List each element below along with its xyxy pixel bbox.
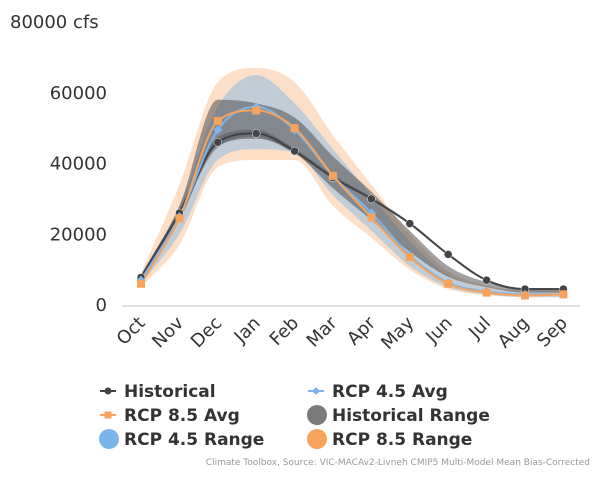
marker-rcp-8-5-avg-oct [137, 279, 145, 288]
legend-symbol-diamond-icon [312, 387, 320, 395]
legend-label: RCP 4.5 Range [124, 430, 264, 450]
x-tick-feb: Feb [266, 313, 303, 350]
marker-rcp-8-5-avg-nov [175, 214, 184, 223]
marker-rcp-8-5-avg-jun [444, 279, 453, 288]
y-tick-labels: 0 20000 40000 60000 80000 cfs [10, 12, 107, 316]
marker-historical-dec [213, 138, 223, 147]
legend-label: RCP 8.5 Range [332, 430, 472, 450]
series-markers [136, 102, 568, 300]
x-tick-dec: Dec [187, 313, 226, 352]
marker-rcp-4-5-avg-dec [213, 125, 223, 135]
x-tick-apr: Apr [343, 312, 380, 349]
y-tick-20000: 20000 [50, 224, 107, 245]
legend-item-historical-range[interactable]: Historical Range [307, 405, 490, 426]
legend[interactable]: Historical RCP 4.5 Avg RCP 8.5 Avg Historic… [99, 382, 490, 450]
x-tick-sep: Sep [533, 313, 572, 352]
y-tick-0: 0 [96, 295, 107, 316]
x-tick-jun: Jun [421, 313, 456, 348]
marker-historical-jun [443, 250, 453, 259]
legend-label: RCP 8.5 Avg [124, 406, 240, 426]
marker-rcp-8-5-avg-dec [213, 117, 222, 126]
marker-rcp-8-5-avg-jul [482, 288, 491, 297]
marker-rcp-8-5-avg-feb [290, 124, 299, 133]
marker-rcp-8-5-avg-jan [252, 106, 261, 115]
x-tick-jul: Jul [464, 313, 495, 344]
x-tick-may: May [377, 312, 418, 353]
x-tick-oct: Oct [113, 313, 150, 350]
y-tick-40000: 40000 [50, 154, 107, 175]
marker-historical-may [405, 219, 415, 228]
x-tick-nov: Nov [148, 312, 188, 352]
marker-rcp-8-5-avg-sep [559, 290, 568, 299]
legend-item-historical[interactable]: Historical [100, 382, 216, 402]
y-tick-60000: 60000 [50, 83, 107, 104]
marker-rcp-8-5-avg-apr [367, 213, 376, 222]
credit-text[interactable]: Climate Toolbox, Source: VIC-MACAv2-Livn… [206, 458, 590, 468]
legend-symbol-circle-icon [104, 387, 112, 395]
legend-label: Historical [124, 382, 216, 402]
marker-historical-jul [482, 275, 491, 285]
x-tick-aug: Aug [494, 313, 534, 353]
range-bands [141, 68, 564, 298]
marker-rcp-8-5-avg-mar [329, 171, 337, 180]
marker-historical-feb [290, 146, 299, 156]
legend-item-rcp-8-5-range[interactable]: RCP 8.5 Range [307, 429, 472, 450]
marker-rcp-8-5-avg-may [405, 253, 414, 262]
legend-label: Historical Range [332, 406, 490, 426]
legend-symbol-range-icon [99, 429, 119, 449]
y-tick-80000: 80000 cfs [10, 12, 99, 33]
marker-historical-jan [251, 129, 261, 138]
legend-item-rcp-4-5-range[interactable]: RCP 4.5 Range [99, 429, 264, 450]
legend-symbol-square-icon [104, 411, 112, 419]
marker-rcp-8-5-avg-aug [521, 291, 529, 300]
legend-symbol-range-icon [307, 429, 327, 449]
legend-symbol-range-icon [307, 405, 327, 425]
x-tick-jan: Jan [230, 313, 265, 348]
legend-label: RCP 4.5 Avg [332, 382, 448, 402]
x-tick-mar: Mar [303, 312, 342, 351]
legend-item-rcp-4-5-avg[interactable]: RCP 4.5 Avg [308, 382, 448, 402]
marker-historical-apr [367, 194, 376, 204]
legend-item-rcp-8-5-avg[interactable]: RCP 8.5 Avg [100, 406, 240, 426]
